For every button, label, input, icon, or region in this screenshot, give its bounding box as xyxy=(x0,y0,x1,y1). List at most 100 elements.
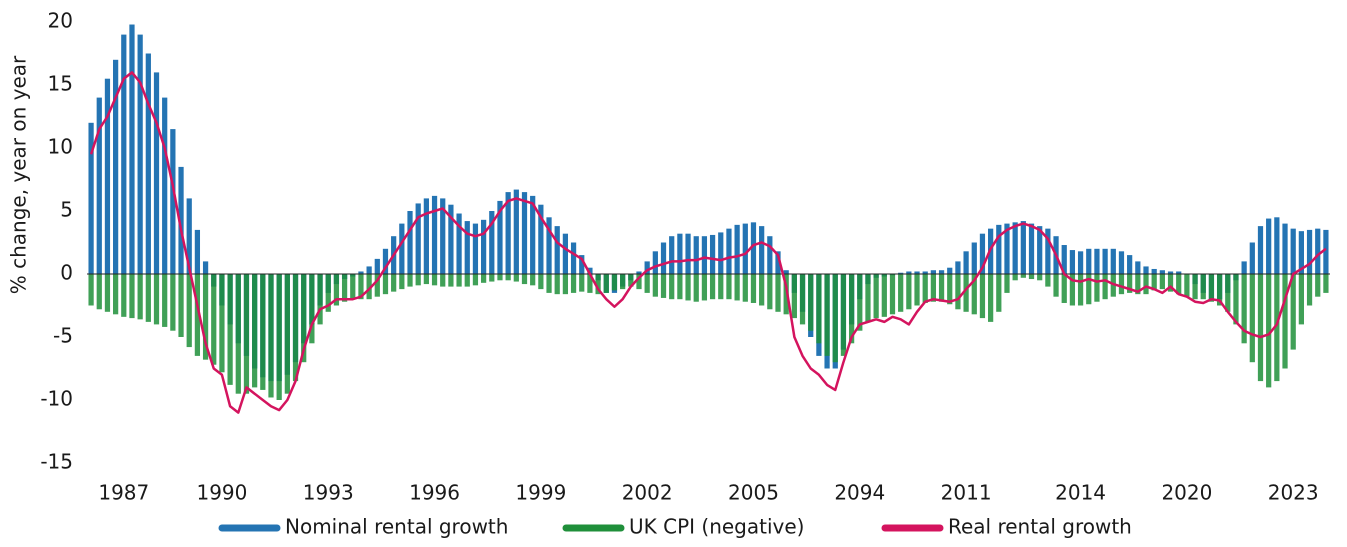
bar xyxy=(1077,251,1084,274)
bar xyxy=(96,97,102,274)
bar xyxy=(317,274,323,325)
bar xyxy=(873,274,879,319)
bar xyxy=(472,223,479,274)
bar xyxy=(162,274,168,327)
bar xyxy=(1176,274,1182,295)
bar xyxy=(489,211,495,274)
bar xyxy=(374,258,380,274)
bar xyxy=(480,274,487,283)
bar xyxy=(137,34,143,274)
bar xyxy=(1086,274,1092,305)
bar xyxy=(538,274,544,290)
x-tick-label: 2020 xyxy=(1161,481,1212,505)
bar xyxy=(955,274,961,310)
bar xyxy=(709,234,716,274)
bar xyxy=(1045,274,1051,287)
bar xyxy=(1306,229,1313,274)
bar xyxy=(1004,274,1010,293)
bar xyxy=(554,274,560,295)
bar xyxy=(669,236,675,274)
bar xyxy=(1315,228,1321,274)
bar xyxy=(1257,274,1264,382)
bar xyxy=(898,272,904,274)
bar xyxy=(1102,248,1108,274)
bar xyxy=(701,236,708,274)
bar xyxy=(96,274,102,310)
bar xyxy=(1012,274,1018,281)
bar xyxy=(881,274,887,317)
bar xyxy=(1110,248,1116,274)
bar xyxy=(219,274,225,373)
legend-label: UK CPI (negative) xyxy=(629,515,804,539)
bar xyxy=(595,274,601,295)
bar xyxy=(1298,231,1304,274)
bar xyxy=(88,274,94,306)
bar xyxy=(579,255,585,274)
bar xyxy=(1143,274,1149,295)
bar xyxy=(677,233,683,274)
bar xyxy=(325,274,331,312)
bar xyxy=(947,267,953,274)
bar xyxy=(816,274,822,344)
bar xyxy=(1323,274,1329,293)
bar xyxy=(1135,274,1141,295)
bar xyxy=(1086,248,1092,274)
bar xyxy=(415,274,421,286)
bar xyxy=(579,274,585,292)
bar xyxy=(186,274,192,348)
bar xyxy=(660,242,667,274)
bar xyxy=(963,274,969,312)
bar xyxy=(685,274,691,301)
bar xyxy=(718,232,724,274)
bar xyxy=(930,270,937,274)
bar xyxy=(178,166,184,274)
bar xyxy=(309,274,315,344)
bar xyxy=(979,274,986,319)
bar xyxy=(113,59,119,274)
bar xyxy=(202,261,209,274)
bar xyxy=(922,274,928,303)
bar xyxy=(104,78,111,274)
bar xyxy=(709,274,716,300)
bar xyxy=(1061,274,1067,303)
bar xyxy=(1118,251,1125,274)
bar xyxy=(1159,274,1165,290)
bar xyxy=(767,236,773,274)
bar xyxy=(1241,274,1247,344)
bar xyxy=(922,271,928,274)
bar xyxy=(1282,274,1288,369)
bar xyxy=(914,271,920,274)
bar xyxy=(366,266,372,274)
bar xyxy=(652,251,658,274)
bar xyxy=(235,274,241,394)
x-tick-label: 1999 xyxy=(515,481,566,505)
bar xyxy=(423,198,429,274)
bar xyxy=(1045,228,1051,274)
bar xyxy=(889,274,896,315)
bar xyxy=(979,233,986,274)
bar xyxy=(243,274,250,394)
bar xyxy=(1037,226,1043,274)
bar xyxy=(660,274,667,298)
bar xyxy=(1167,271,1174,274)
bar xyxy=(1012,222,1018,274)
bar xyxy=(202,274,209,360)
bar xyxy=(840,274,847,356)
bar xyxy=(1323,229,1329,274)
bar xyxy=(718,274,724,300)
bar xyxy=(554,226,560,274)
bar xyxy=(170,129,176,274)
legend-label: Real rental growth xyxy=(948,515,1132,539)
x-tick-label: 2002 xyxy=(622,481,673,505)
legend-label: Nominal rental growth xyxy=(285,515,508,539)
bar xyxy=(211,274,217,365)
y-tick-label: 0 xyxy=(60,261,73,285)
bar xyxy=(996,274,1002,312)
bar xyxy=(104,274,111,312)
bar xyxy=(636,271,642,274)
bar xyxy=(685,233,691,274)
bar xyxy=(162,97,168,274)
bar xyxy=(988,274,994,322)
bar xyxy=(341,274,348,302)
bar xyxy=(898,274,904,312)
